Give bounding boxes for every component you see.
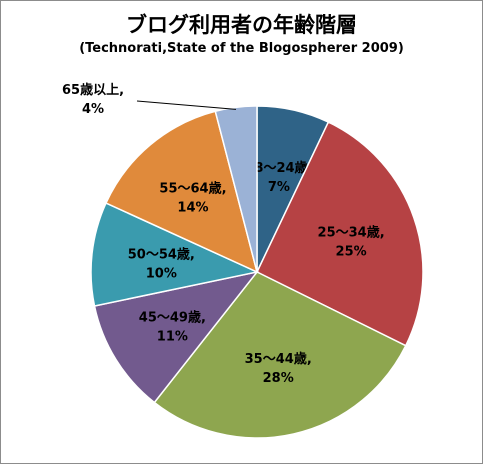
slice-value-label: 28% bbox=[263, 371, 294, 386]
slice-value-label: 25% bbox=[336, 244, 367, 259]
pie-slice bbox=[256, 121, 424, 347]
slice-value-label: 11% bbox=[157, 330, 188, 345]
slice-value-label: 10% bbox=[146, 266, 177, 281]
slice-value-label: 14% bbox=[177, 201, 208, 216]
chart-subtitle: (Technorati,State of the Blogospherer 20… bbox=[79, 41, 404, 56]
pie-slice bbox=[90, 202, 260, 307]
slice-category-label: 18～24歳, bbox=[245, 160, 312, 176]
leader-line bbox=[136, 100, 237, 110]
slice-category-label: 25～34歳, bbox=[318, 224, 385, 240]
pie-slice bbox=[153, 271, 407, 439]
slice-category-label: 35～44歳, bbox=[245, 351, 312, 367]
pie-slice bbox=[214, 105, 258, 273]
slice-category-label: 50～54歳, bbox=[128, 246, 195, 262]
slice-category-label: 65歳以上, bbox=[62, 82, 124, 98]
slice-category-label: 55～64歳, bbox=[159, 181, 226, 197]
slice-category-label: 45～49歳, bbox=[139, 310, 206, 326]
pie-slice bbox=[93, 270, 259, 404]
slice-value-label: 4% bbox=[82, 102, 104, 117]
slice-value-label: 7% bbox=[268, 180, 290, 195]
pie-slice bbox=[105, 110, 259, 274]
chart-title: ブログ利用者の年齢階層 bbox=[126, 13, 357, 37]
